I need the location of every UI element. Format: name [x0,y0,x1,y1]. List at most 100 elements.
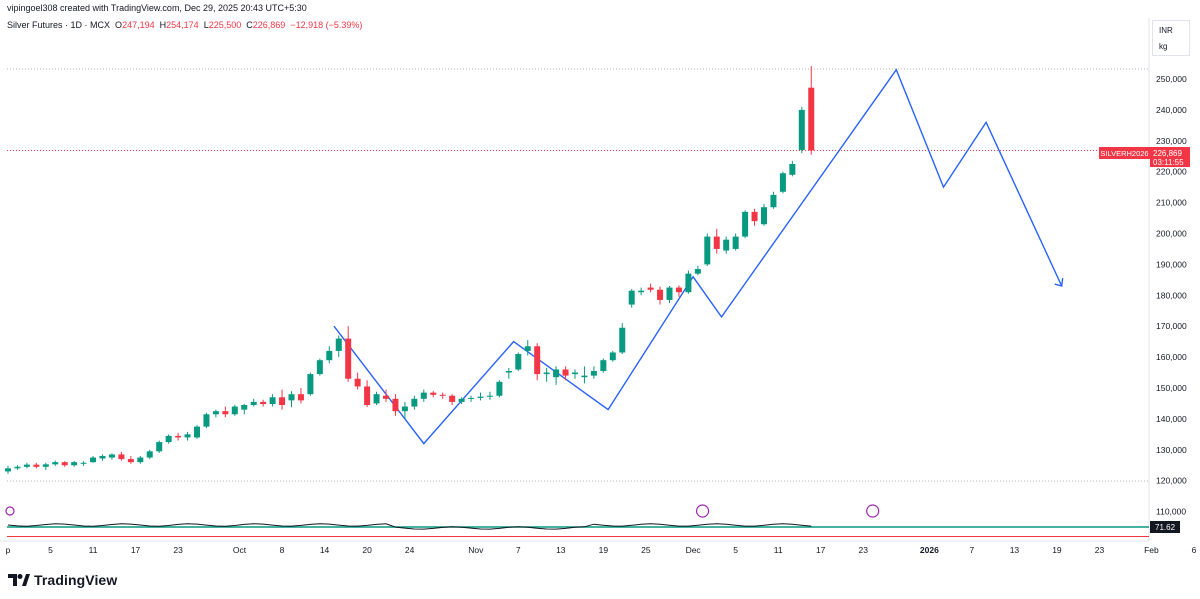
candle-down[interactable] [751,208,758,226]
candle-up[interactable] [761,204,767,226]
candle-up[interactable] [5,465,11,474]
candle-up[interactable] [732,233,739,251]
candle-up[interactable] [411,395,418,410]
candle-down[interactable] [354,372,361,390]
candle-up[interactable] [42,462,49,470]
candle-up[interactable] [505,367,512,379]
candle-down[interactable] [297,388,304,404]
candle-up[interactable] [52,460,59,466]
candle-up[interactable] [316,358,323,376]
candle-up[interactable] [23,462,30,469]
candle-up[interactable] [619,323,626,355]
candle-up[interactable] [798,106,805,154]
candle-up[interactable] [543,367,550,382]
candle-up[interactable] [770,191,777,209]
candle-up[interactable] [288,391,295,408]
candle-up[interactable] [108,453,115,460]
candle-up[interactable] [572,369,578,379]
candle-up[interactable] [231,404,238,416]
candle-up[interactable] [269,394,276,407]
candle-up[interactable] [146,449,153,460]
candle-up[interactable] [137,455,144,464]
candle-up[interactable] [581,366,588,384]
candle-up[interactable] [524,340,531,356]
candle-up[interactable] [723,236,730,254]
candle-up[interactable] [71,460,78,467]
candle-down[interactable] [279,389,286,410]
candle-up[interactable] [203,412,210,429]
indicator-event-icon[interactable] [866,504,880,518]
candle-up[interactable] [789,160,796,177]
candle-up[interactable] [628,289,635,308]
candle-up[interactable] [99,454,106,461]
candle-up[interactable] [742,210,749,239]
candle-down[interactable] [430,391,437,398]
candle-up[interactable] [468,395,475,402]
indicator-value-badge: 71.62 [1155,523,1176,532]
candle-down[interactable] [439,392,446,399]
candle-down[interactable] [364,380,371,408]
unit-selector[interactable]: INR kg [1152,20,1190,56]
candle-up[interactable] [694,265,701,276]
candle-down[interactable] [675,285,682,297]
candle-down[interactable] [61,461,68,467]
candle-up[interactable] [477,392,484,401]
candle-down[interactable] [647,283,654,293]
candle-up[interactable] [609,350,616,362]
candle-down[interactable] [449,394,456,405]
candle-up[interactable] [638,287,645,296]
candle-down[interactable] [808,66,815,155]
candle-up[interactable] [184,431,191,441]
candle-down[interactable] [175,432,182,441]
candle-body [524,346,531,351]
candle-up[interactable] [156,440,163,453]
candle-up[interactable] [326,346,333,364]
candle-down[interactable] [562,366,569,381]
candle-up[interactable] [241,404,248,415]
candle-up[interactable] [165,434,172,444]
candle-down[interactable] [392,394,399,416]
candle-up[interactable] [496,380,503,398]
candle-up[interactable] [590,366,597,379]
x-tick-label: 5 [733,545,738,555]
candle-down[interactable] [657,286,664,305]
candle-down[interactable] [118,451,125,461]
x-tick-label: 2026 [920,545,939,555]
candle-up[interactable] [685,270,692,294]
candle-down[interactable] [127,455,134,464]
candle-down[interactable] [33,462,40,469]
candle-down[interactable] [713,228,720,254]
candle-body [297,394,304,401]
candle-body [486,395,493,397]
candle-up[interactable] [373,391,380,405]
indicator-event-icon[interactable] [695,504,710,518]
candle-down[interactable] [222,406,229,418]
candle-up[interactable] [704,233,711,266]
candle-up[interactable] [14,465,21,470]
candle-up[interactable] [401,401,408,419]
x-tick-label: 8 [280,545,285,555]
candle-up[interactable] [779,171,786,194]
candle-up[interactable] [515,352,522,372]
candle-up[interactable] [250,398,257,407]
candle-body [108,454,115,458]
candle-up[interactable] [90,455,97,463]
candle-up[interactable] [80,461,87,466]
candle-up[interactable] [335,335,342,358]
candle-up[interactable] [486,391,493,400]
candle-up[interactable] [420,389,427,402]
candle-up[interactable] [600,358,607,373]
candle-up[interactable] [307,372,314,396]
candle-up[interactable] [212,409,219,418]
candle-down[interactable] [383,389,389,402]
candle-down[interactable] [260,399,267,407]
candle-up[interactable] [553,366,560,385]
indicator-event-icon[interactable] [5,506,15,516]
candle-down[interactable] [534,343,541,381]
candle-up[interactable] [194,425,200,439]
candle-down[interactable] [345,326,352,382]
candle-up[interactable] [666,286,673,304]
zigzag-line[interactable] [333,68,1063,445]
candle-up[interactable] [458,397,465,405]
